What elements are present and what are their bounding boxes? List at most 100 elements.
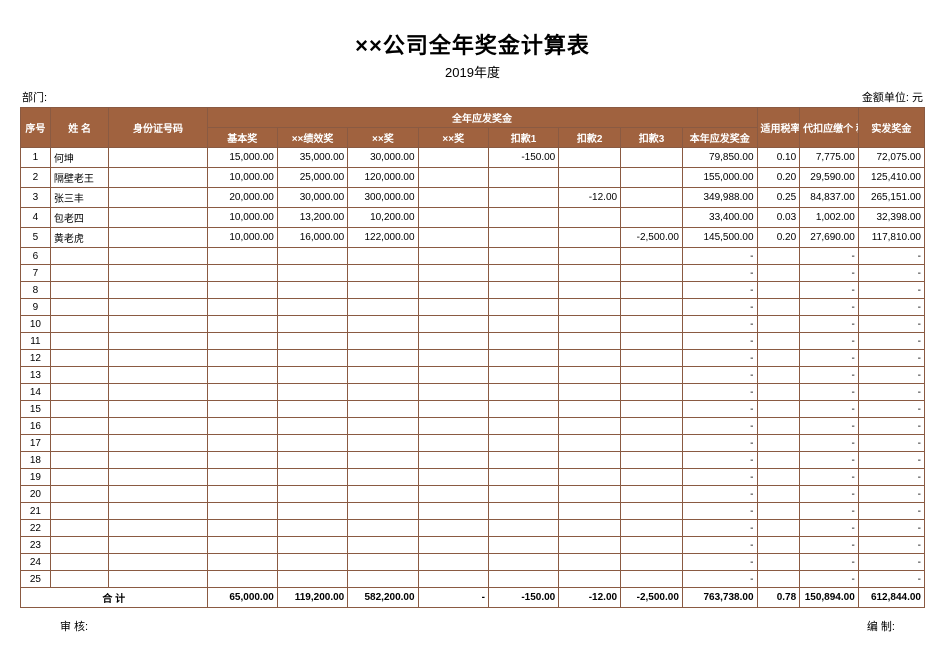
totals-row: 合 计 65,000.00 119,200.00 582,200.00 - -1…: [21, 588, 925, 608]
cell-perf: [277, 316, 347, 333]
cell-rate: [757, 435, 800, 452]
cell-id: [109, 168, 207, 188]
cell-seq: 20: [21, 486, 51, 503]
cell-bon1: [348, 367, 418, 384]
cell-bon1: [348, 418, 418, 435]
cell-total: -: [682, 486, 757, 503]
cell-ded1: [488, 168, 558, 188]
cell-tax: -: [800, 333, 859, 350]
th-total: 本年应发奖金: [682, 128, 757, 148]
table-row: 22---: [21, 520, 925, 537]
cell-base: 15,000.00: [207, 148, 277, 168]
cell-ded1: [488, 571, 558, 588]
cell-perf: [277, 350, 347, 367]
cell-ded2: [559, 316, 621, 333]
cell-ded3: [621, 367, 683, 384]
cell-net: -: [858, 469, 924, 486]
preparer-label: 编 制:: [867, 618, 895, 634]
cell-bon2: [418, 435, 488, 452]
cell-ded3: [621, 316, 683, 333]
cell-rate: [757, 554, 800, 571]
cell-ded3: [621, 537, 683, 554]
table-row: 6---: [21, 248, 925, 265]
cell-bon2: [418, 188, 488, 208]
cell-ded1: [488, 452, 558, 469]
cell-ded3: [621, 503, 683, 520]
table-body: 1何坤15,000.0035,000.0030,000.00-150.0079,…: [21, 148, 925, 588]
th-bon2: ××奖: [418, 128, 488, 148]
cell-ded3: [621, 248, 683, 265]
cell-total: -: [682, 503, 757, 520]
cell-seq: 3: [21, 188, 51, 208]
cell-rate: [757, 333, 800, 350]
cell-base: 10,000.00: [207, 208, 277, 228]
cell-total: -: [682, 469, 757, 486]
th-bon1: ××奖: [348, 128, 418, 148]
cell-rate: 0.25: [757, 188, 800, 208]
cell-total: -: [682, 265, 757, 282]
cell-ded1: [488, 554, 558, 571]
cell-ded3: [621, 571, 683, 588]
cell-bon2: [418, 148, 488, 168]
cell-seq: 12: [21, 350, 51, 367]
cell-total: 33,400.00: [682, 208, 757, 228]
totals-ded3: -2,500.00: [621, 588, 683, 608]
cell-base: [207, 282, 277, 299]
cell-bon2: [418, 401, 488, 418]
cell-tax: -: [800, 282, 859, 299]
totals-label: 合 计: [21, 588, 208, 608]
cell-base: [207, 537, 277, 554]
cell-ded3: [621, 520, 683, 537]
cell-perf: [277, 435, 347, 452]
cell-id: [109, 208, 207, 228]
cell-rate: [757, 486, 800, 503]
cell-name: [50, 520, 109, 537]
cell-id: [109, 316, 207, 333]
cell-bon1: [348, 316, 418, 333]
unit-label: 金额单位: 元: [862, 89, 923, 105]
cell-seq: 6: [21, 248, 51, 265]
table-row: 5黄老虎10,000.0016,000.00122,000.00-2,500.0…: [21, 228, 925, 248]
cell-bon1: [348, 537, 418, 554]
cell-base: [207, 571, 277, 588]
cell-rate: [757, 316, 800, 333]
cell-id: [109, 520, 207, 537]
th-perf: ××绩效奖: [277, 128, 347, 148]
cell-perf: [277, 401, 347, 418]
cell-name: 何坤: [50, 148, 109, 168]
cell-bon1: [348, 299, 418, 316]
cell-perf: [277, 282, 347, 299]
cell-total: -: [682, 520, 757, 537]
cell-name: [50, 333, 109, 350]
cell-ded2: [559, 282, 621, 299]
cell-ded2: [559, 418, 621, 435]
cell-bon2: [418, 168, 488, 188]
cell-name: [50, 299, 109, 316]
cell-id: [109, 282, 207, 299]
cell-seq: 13: [21, 367, 51, 384]
cell-ded3: [621, 282, 683, 299]
cell-ded2: [559, 537, 621, 554]
table-row: 17---: [21, 435, 925, 452]
cell-net: 125,410.00: [858, 168, 924, 188]
cell-rate: 0.20: [757, 168, 800, 188]
cell-base: [207, 299, 277, 316]
cell-net: -: [858, 401, 924, 418]
cell-total: -: [682, 333, 757, 350]
cell-total: -: [682, 401, 757, 418]
table-row: 14---: [21, 384, 925, 401]
cell-bon1: [348, 384, 418, 401]
cell-tax: -: [800, 401, 859, 418]
cell-ded3: [621, 350, 683, 367]
cell-bon2: [418, 452, 488, 469]
cell-net: -: [858, 350, 924, 367]
cell-ded1: [488, 520, 558, 537]
cell-bon2: [418, 265, 488, 282]
cell-ded1: [488, 350, 558, 367]
cell-rate: [757, 350, 800, 367]
cell-bon2: [418, 299, 488, 316]
cell-ded2: [559, 384, 621, 401]
cell-rate: [757, 282, 800, 299]
cell-net: -: [858, 299, 924, 316]
table-row: 4包老四10,000.0013,200.0010,200.0033,400.00…: [21, 208, 925, 228]
